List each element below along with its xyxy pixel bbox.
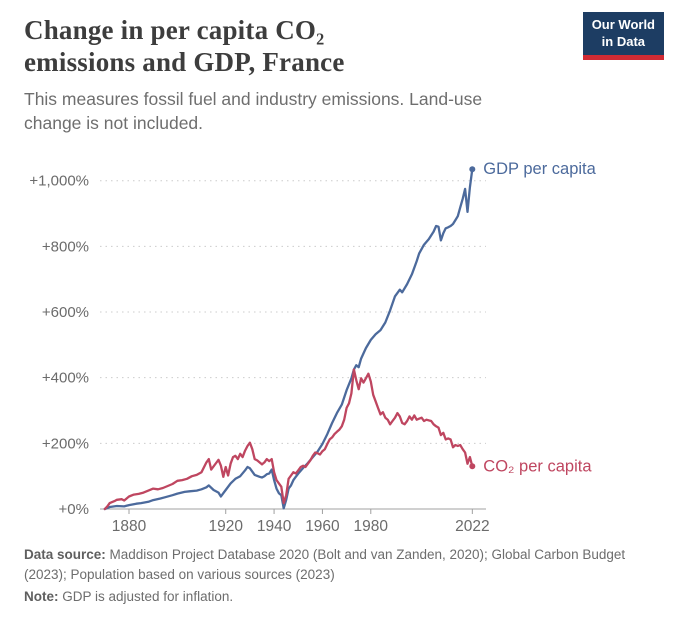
footer-source-text: Maddison Project Database 2020 (Bolt and… [24,547,626,582]
chart-title-line2: emissions and GDP, France [24,47,345,78]
y-tick-label: +0% [59,501,89,518]
chart-area: +0% +200% +400% +600% +800% +1,000% 1880 1920 19… [24,139,660,543]
x-tick-label: 1940 [257,518,292,535]
series-line-co2[interactable] [103,368,474,511]
chart-footer: Data source: Maddison Project Database 2… [24,545,660,607]
footer-note: Note: GDP is adjusted for inflation. [24,587,660,607]
footer-note-label: Note: [24,589,59,605]
series-endpoint-gdp [469,166,476,173]
series-label-gdp: GDP per capita [483,160,596,178]
x-tick-label: 1880 [112,518,147,535]
x-tick-label: 1920 [208,518,243,535]
y-tick-label: +600% [42,304,89,321]
chart-subtitle-line2: change is not included. [24,112,204,133]
chart-title-line1: Change in per capita CO₂ [24,15,325,45]
y-tick-label: +200% [42,435,89,452]
footer-source: Data source: Maddison Project Database 2… [24,545,660,584]
x-tick-label: 1980 [354,518,389,535]
owid-logo[interactable]: Our World in Data [582,12,664,60]
series-label-co2: CO₂ per capita [483,457,592,475]
footer-source-label: Data source: [24,547,106,563]
y-tick-label: +1,000% [29,173,89,190]
chart-svg: +0% +200% +400% +600% +800% +1,000% 1880 1920 19… [29,160,596,535]
owid-logo-line2: in Data [601,33,646,49]
chart-title: Change in per capita CO₂ emissions and G… [24,14,660,79]
x-tick-label: 2022 [455,518,489,535]
footer-note-text: GDP is adjusted for inflation. [58,589,234,605]
series-endpoint-co2 [469,463,476,470]
chart-subtitle-line1: This measures fossil fuel and industry e… [24,88,483,109]
chart-subtitle: This measures fossil fuel and industry e… [24,87,660,135]
x-tick-label: 1960 [305,518,340,535]
series-line-gdp[interactable] [103,168,474,511]
y-tick-label: +400% [42,370,89,387]
y-tick-label: +800% [42,238,89,255]
owid-logo-line1: Our World [591,17,655,32]
